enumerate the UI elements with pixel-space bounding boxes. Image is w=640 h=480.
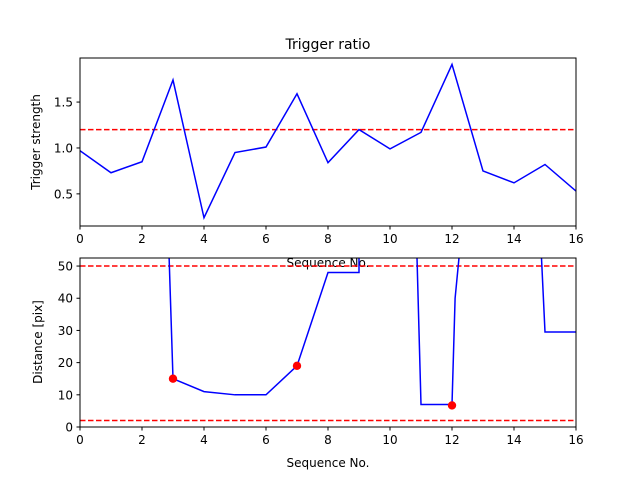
bottom-x-tick-label-1: 2 <box>138 433 146 447</box>
bottom-y-tick-label-3: 30 <box>58 324 73 338</box>
bottom-x-tick-label-0: 0 <box>76 433 84 447</box>
bottom-plot-area: 0 2 4 6 8 10 12 14 16 0 10 20 30 40 50 <box>58 257 584 447</box>
bottom-marker-1 <box>292 361 302 371</box>
top-x-tick-label-8: 16 <box>568 232 583 246</box>
bottom-y-tick-label-2: 20 <box>58 356 73 370</box>
bottom-x-tick-label-7: 14 <box>506 433 521 447</box>
top-y-tick-label-0: 0.5 <box>54 187 73 201</box>
bottom-marker-0 <box>168 374 178 383</box>
top-x-tick-label-5: 10 <box>382 232 397 246</box>
bottom-x-tick-label-3: 6 <box>262 433 270 447</box>
top-x-tick-label-4: 8 <box>324 232 332 246</box>
top-x-tick-label-1: 2 <box>138 232 146 246</box>
distance-axes: Sequence No. Distance [pix] 0 2 4 6 8 10 12 14 1… <box>31 257 584 470</box>
top-x-tick-label-3: 6 <box>262 232 270 246</box>
top-y-axis-label: Trigger strength <box>29 94 43 191</box>
bottom-marker-2 <box>447 401 457 410</box>
top-x-tick-label-0: 0 <box>76 232 84 246</box>
bottom-x-axis-label: Sequence No. <box>287 456 370 470</box>
top-series-line-0 <box>80 62 576 221</box>
bottom-x-tick-label-5: 10 <box>382 433 397 447</box>
trigger-ratio-axes: Trigger ratio Sequence No. Trigger stren… <box>29 37 584 270</box>
top-x-tick-label-6: 12 <box>444 232 459 246</box>
bottom-x-tick-label-8: 16 <box>568 433 583 447</box>
bottom-y-tick-label-1: 10 <box>58 388 73 402</box>
top-plot-area: 0 2 4 6 8 10 12 14 16 0.5 1.0 1.5 <box>54 57 584 246</box>
bottom-x-tick-label-6: 12 <box>444 433 459 447</box>
bottom-y-tick-label-5: 50 <box>58 260 73 274</box>
bottom-y-tick-label-0: 0 <box>65 421 73 435</box>
bottom-x-tick-label-4: 8 <box>324 433 332 447</box>
top-x-tick-label-2: 4 <box>200 232 208 246</box>
top-y-tick-label-1: 1.0 <box>54 141 73 155</box>
top-chart-title: Trigger ratio <box>284 37 370 53</box>
bottom-y-axis-label: Distance [pix] <box>31 300 45 384</box>
bottom-series-line-0 <box>168 258 576 406</box>
top-x-tick-label-7: 14 <box>506 232 521 246</box>
top-y-tick-label-2: 1.5 <box>54 96 73 110</box>
bottom-y-tick-label-4: 40 <box>58 292 73 306</box>
top-series-group <box>80 62 576 221</box>
bottom-series-group <box>168 258 576 410</box>
bottom-x-tick-label-2: 4 <box>200 433 208 447</box>
